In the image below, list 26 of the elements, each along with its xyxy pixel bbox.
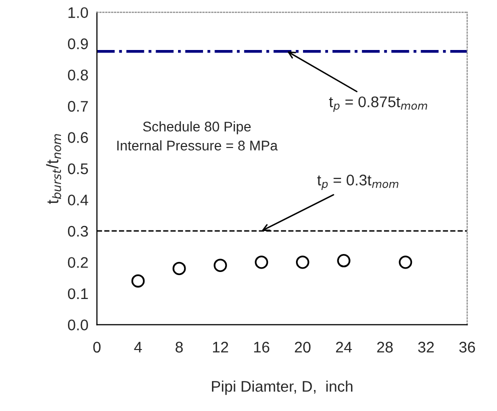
y-tick-label: 0.7 <box>68 100 88 112</box>
x-tick-label: 28 <box>377 342 393 353</box>
y-tick-label: 0.4 <box>68 194 88 206</box>
annotation: t$_{p}$ = 0.875t$_{mom}$ <box>329 96 428 112</box>
x-axis-title: Pipi Diamter, D, inch <box>212 380 352 395</box>
x-tick-label: 24 <box>336 342 352 352</box>
y-tick-label: 0.8 <box>68 70 88 80</box>
x-tick-label: 12 <box>213 342 228 352</box>
y-tick-label: 1.0 <box>68 7 88 18</box>
x-tick-label: 36 <box>459 342 476 353</box>
y-tick-label: 0.2 <box>68 257 88 268</box>
y-tick-label: 0.3 <box>68 226 88 237</box>
y-tick-label: 0.9 <box>68 38 88 50</box>
annotation: Schedule 80 Pipe Internal Pressure = 8 MPa <box>117 121 278 150</box>
y-tick-label: 0.6 <box>68 132 88 143</box>
x-tick-label: 8 <box>176 342 183 353</box>
y-tick-label: 0.5 <box>68 163 88 174</box>
y-axis-title: t$_{burst}$/t$_{nom}$ <box>46 134 62 204</box>
x-tick-label: 4 <box>134 342 142 352</box>
y-tick-label: 0.1 <box>68 288 88 300</box>
annotation: t$_{p}$ = 0.3t$_{mom}$ <box>317 174 398 190</box>
x-tick-label: 16 <box>254 342 270 353</box>
y-tick-label: 0.0 <box>68 320 88 330</box>
x-tick-label: 32 <box>418 342 434 353</box>
x-tick-label: 0 <box>93 342 101 353</box>
x-tick-label: 20 <box>294 342 311 353</box>
